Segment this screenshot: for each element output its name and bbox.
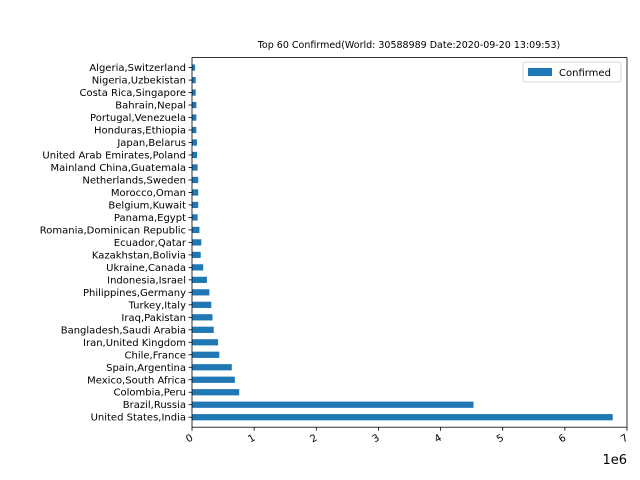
x-tick-label: 1 bbox=[246, 433, 257, 446]
bar bbox=[192, 239, 202, 246]
bar bbox=[192, 139, 197, 146]
y-tick-label: Kazakhstan,Bolivia bbox=[92, 250, 186, 261]
y-tick-label: Ecuador,Qatar bbox=[114, 238, 187, 249]
x-axis: 0 1 2 3 4 5 6 7 bbox=[184, 427, 630, 445]
y-tick-label: Honduras,Ethiopia bbox=[94, 126, 186, 137]
y-tick-label: Romania,Dominican Republic bbox=[40, 225, 186, 236]
bar bbox=[192, 89, 196, 96]
bar bbox=[192, 401, 474, 408]
bar bbox=[192, 414, 613, 421]
y-tick-label: United Arab Emirates,Poland bbox=[42, 150, 186, 161]
x-tick-label: 6 bbox=[557, 433, 568, 446]
bar bbox=[192, 176, 199, 184]
y-tick-label: Japan,Belarus bbox=[116, 138, 186, 149]
y-tick-label: Chile,France bbox=[125, 350, 186, 361]
x-tick-label: 4 bbox=[433, 433, 444, 446]
y-axis: United States,India Brazil,RussiaColombia… bbox=[40, 63, 192, 424]
x-tick-label: 5 bbox=[495, 433, 506, 446]
y-tick-label: Philippines,Germany bbox=[83, 288, 186, 299]
y-tick-label: Nigeria,Uzbekistan bbox=[92, 76, 186, 87]
y-tick-label: Brazil,Russia bbox=[123, 400, 186, 411]
legend-label: Confirmed bbox=[559, 68, 611, 79]
bar bbox=[192, 351, 220, 358]
bar bbox=[192, 264, 204, 271]
bar bbox=[192, 214, 198, 221]
bar bbox=[192, 101, 197, 109]
bar bbox=[192, 289, 210, 296]
bar bbox=[192, 226, 200, 234]
bar bbox=[192, 76, 196, 84]
y-tick-label: Colombia,Peru bbox=[114, 388, 186, 399]
y-tick-label: Iraq,Pakistan bbox=[121, 313, 186, 324]
legend: Confirmed bbox=[522, 61, 622, 83]
x-tick-label: 3 bbox=[371, 433, 382, 446]
bar bbox=[192, 126, 197, 134]
chart-title: Top 60 Confirmed(World: 30588989 Date:20… bbox=[257, 40, 561, 51]
y-tick-label: United States,India bbox=[91, 413, 186, 424]
legend-swatch bbox=[528, 68, 552, 76]
bar bbox=[192, 201, 199, 209]
y-tick-label: Panama,Egypt bbox=[114, 213, 186, 224]
bar bbox=[192, 276, 207, 283]
y-tick-label: Algeria,Switzerland bbox=[89, 63, 186, 74]
bar bbox=[192, 326, 214, 333]
bar bbox=[192, 164, 198, 171]
y-tick-label: Belgium,Kuwait bbox=[108, 200, 186, 211]
y-tick-label: Mainland China,Guatemala bbox=[51, 163, 186, 174]
y-tick-label: Netherlands,Sweden bbox=[82, 175, 186, 186]
plot-frame bbox=[191, 57, 628, 428]
y-tick-label: Indonesia,Israel bbox=[107, 275, 186, 286]
x-tick-label: 2 bbox=[309, 433, 320, 446]
y-tick-label: Ukraine,Canada bbox=[106, 263, 186, 274]
bar bbox=[192, 339, 219, 346]
y-tick-label: Iran,United Kingdom bbox=[83, 338, 186, 349]
y-tick-label: Portugal,Venezuela bbox=[90, 113, 186, 124]
y-tick-label: Bahrain,Nepal bbox=[115, 101, 186, 112]
bar bbox=[192, 364, 232, 371]
bar bbox=[192, 314, 213, 321]
legend-box bbox=[522, 61, 622, 83]
x-offset-label: 1e6 bbox=[602, 453, 627, 468]
x-tick-label: 7 bbox=[619, 433, 630, 446]
y-tick-label: Bangladesh,Saudi Arabia bbox=[61, 325, 186, 336]
y-tick-label: Spain,Argentina bbox=[106, 363, 186, 374]
x-tick-label: 0 bbox=[184, 433, 195, 446]
bar bbox=[192, 376, 235, 383]
bar bbox=[192, 151, 197, 159]
bar bbox=[192, 114, 197, 121]
bar bbox=[192, 251, 201, 259]
y-tick-label: Mexico,South Africa bbox=[87, 375, 186, 386]
y-tick-label: Morocco,Oman bbox=[111, 188, 186, 199]
bar bbox=[192, 301, 212, 308]
bar bbox=[192, 64, 196, 71]
bar bbox=[192, 389, 240, 396]
bar bbox=[192, 189, 199, 196]
y-tick-label: Turkey,Italy bbox=[128, 300, 186, 311]
bars-group bbox=[192, 64, 613, 421]
y-tick-label: Costa Rica,Singapore bbox=[79, 88, 186, 99]
